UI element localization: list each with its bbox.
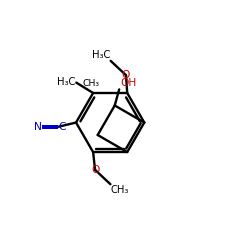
Text: CH₃: CH₃ — [82, 79, 100, 88]
Text: H₃C: H₃C — [57, 77, 75, 87]
Text: N: N — [34, 122, 42, 132]
Text: C: C — [58, 122, 66, 132]
Text: O: O — [122, 70, 130, 80]
Text: OH: OH — [120, 78, 137, 88]
Text: CH₃: CH₃ — [111, 185, 129, 195]
Text: O: O — [91, 165, 99, 175]
Text: H₃C: H₃C — [92, 50, 110, 60]
